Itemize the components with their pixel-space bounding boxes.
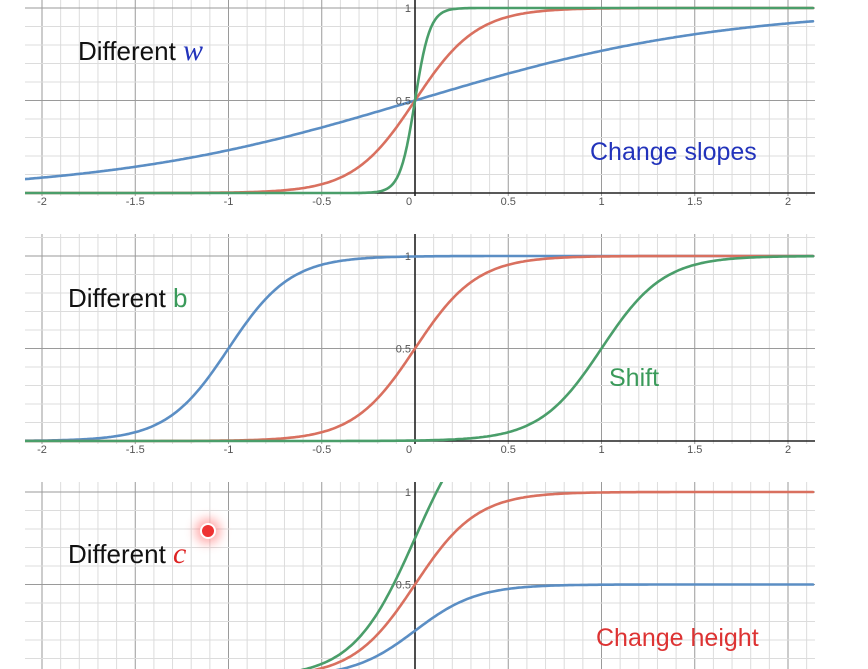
chart-panel-2: 0.5 1 -2 -1.5 -1 -0.5 0 0.5 1 1.5 2 — [25, 234, 815, 456]
cursor-indicator — [200, 523, 216, 539]
panel2-annotation: Different b — [68, 283, 188, 314]
series-line-green — [25, 6, 815, 195]
x-tick-label: 1 — [598, 196, 604, 208]
panel2-annotation-label: Different — [68, 283, 166, 313]
chart-panel-1: 0.5 1 -2 -1.5 -1 -0.5 0 0.5 1 1.5 2 — [25, 0, 815, 208]
x-tick-label: 1 — [598, 444, 604, 456]
y-tick-label: 0.5 — [396, 344, 411, 356]
x-tick-label: 0.5 — [501, 196, 516, 208]
series-line-blue — [25, 20, 815, 181]
chart-panel-3: 0.51 — [25, 482, 815, 669]
x-tick-label: -1 — [224, 196, 234, 208]
x-tick-label: -0.5 — [312, 444, 331, 456]
y-tick-label: 1 — [405, 487, 411, 499]
x-tick-label: -0.5 — [312, 196, 331, 208]
series-line-green — [299, 482, 444, 669]
x-tick-label: 2 — [785, 444, 791, 456]
y-tick-label: 1 — [405, 251, 411, 263]
x-tick-label: -1 — [224, 444, 234, 456]
grid — [25, 234, 815, 444]
x-tick-label: 2 — [785, 196, 791, 208]
y-tick-label: 1 — [405, 3, 411, 15]
panel1-annotation-var: w — [183, 34, 204, 67]
y-tick-label: 0.5 — [396, 580, 411, 592]
x-tick-label: 0 — [406, 444, 412, 456]
series-line-green — [25, 254, 815, 443]
y-tick-label: 0.5 — [396, 96, 411, 108]
panel1-note: Change slopes — [590, 138, 757, 166]
x-tick-label: -1.5 — [126, 196, 145, 208]
series-line-red — [312, 490, 815, 669]
panel3-note: Change height — [596, 624, 759, 652]
panel2-note: Shift — [609, 364, 660, 392]
x-tick-label: -2 — [37, 196, 47, 208]
grid — [25, 0, 815, 196]
x-tick-label: 1.5 — [687, 196, 702, 208]
x-tick-label: -2 — [37, 444, 47, 456]
panel1-annotation: Different w — [78, 34, 203, 68]
x-tick-label: 1.5 — [687, 444, 702, 456]
panel3-annotation-var: c — [173, 537, 187, 570]
grid — [25, 482, 815, 669]
x-tick-label: -1.5 — [126, 444, 145, 456]
panel3-annotation: Different c — [68, 537, 186, 571]
series-line-blue — [335, 583, 815, 669]
panel3-annotation-label: Different — [68, 539, 166, 569]
x-tick-label: 0.5 — [501, 444, 516, 456]
panel2-annotation-var: b — [173, 283, 188, 313]
x-tick-label: 0 — [406, 196, 412, 208]
panel1-annotation-label: Different — [78, 36, 176, 66]
